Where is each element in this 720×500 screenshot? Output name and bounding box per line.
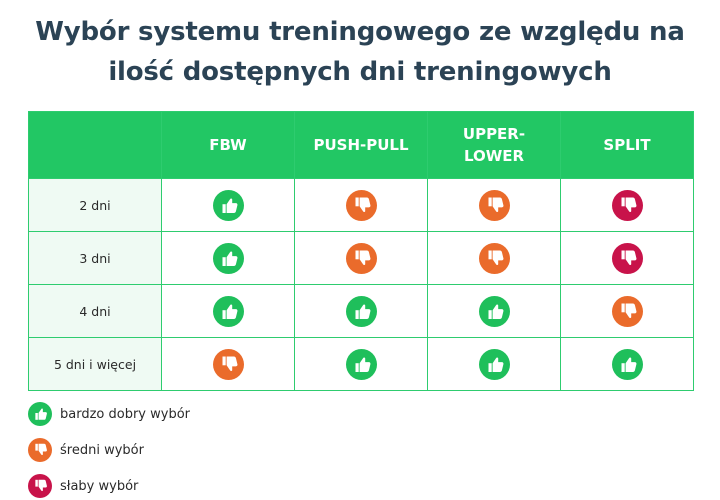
rating-cell-push-pull: [294, 337, 428, 391]
legend-label: średni wybór: [60, 442, 144, 458]
thumbs-up-icon: [611, 348, 643, 380]
column-header-fbw: FBW: [161, 111, 295, 179]
rating-cell-split: [560, 284, 694, 338]
title-line-1: Wybór systemu treningowego ze względu na: [35, 17, 685, 47]
thumbs-down-icon: [611, 189, 643, 221]
training-system-table: FBW PUSH-PULL UPPER- LOWER SPLIT 2 dni 3 …: [28, 111, 694, 391]
row-label: 5 dni i więcej: [28, 337, 162, 391]
thumbs-down-icon: [611, 242, 643, 274]
rating-cell-fbw: [161, 337, 295, 391]
page-title: Wybór systemu treningowego ze względu na…: [0, 12, 720, 92]
rating-cell-upper-lower: [427, 178, 561, 232]
thumbs-up-icon: [212, 242, 244, 274]
rating-cell-upper-lower: [427, 337, 561, 391]
legend: bardzo dobry wybór średni wybór słaby wybó…: [28, 402, 328, 500]
legend-label: bardzo dobry wybór: [60, 406, 190, 422]
thumbs-down-icon: [345, 242, 377, 274]
rating-cell-fbw: [161, 284, 295, 338]
rating-cell-split: [560, 231, 694, 285]
thumbs-down-icon: [345, 189, 377, 221]
header-corner: [28, 111, 162, 179]
legend-label: słaby wybór: [60, 478, 139, 494]
rating-cell-fbw: [161, 231, 295, 285]
row-label: 3 dni: [28, 231, 162, 285]
rating-cell-push-pull: [294, 178, 428, 232]
rating-cell-upper-lower: [427, 284, 561, 338]
row-label: 2 dni: [28, 178, 162, 232]
rating-cell-fbw: [161, 178, 295, 232]
thumbs-up-icon: [212, 295, 244, 327]
thumbs-up-icon: [478, 348, 510, 380]
legend-item: średni wybór: [28, 438, 328, 462]
thumbs-up-icon: [212, 189, 244, 221]
thumbs-down-icon: [212, 348, 244, 380]
thumbs-up-icon: [478, 295, 510, 327]
title-line-2: ilość dostępnych dni treningowych: [108, 57, 612, 87]
rating-cell-push-pull: [294, 231, 428, 285]
thumbs-down-icon: [28, 474, 52, 498]
column-header-upper-lower: UPPER- LOWER: [427, 111, 561, 179]
legend-item: bardzo dobry wybór: [28, 402, 328, 426]
table-row: 4 dni: [28, 284, 694, 338]
table-row: 2 dni: [28, 178, 694, 232]
thumbs-up-icon: [28, 402, 52, 426]
column-header-push-pull: PUSH-PULL: [294, 111, 428, 179]
rating-cell-split: [560, 178, 694, 232]
thumbs-up-icon: [345, 348, 377, 380]
thumbs-down-icon: [611, 295, 643, 327]
thumbs-down-icon: [28, 438, 52, 462]
rating-cell-push-pull: [294, 284, 428, 338]
legend-item: słaby wybór: [28, 474, 328, 498]
column-header-split: SPLIT: [560, 111, 694, 179]
thumbs-down-icon: [478, 189, 510, 221]
rating-cell-split: [560, 337, 694, 391]
table-row: 3 dni: [28, 231, 694, 285]
row-label: 4 dni: [28, 284, 162, 338]
rating-cell-upper-lower: [427, 231, 561, 285]
thumbs-down-icon: [478, 242, 510, 274]
header-row: FBW PUSH-PULL UPPER- LOWER SPLIT: [28, 111, 694, 179]
thumbs-up-icon: [345, 295, 377, 327]
table-row: 5 dni i więcej: [28, 337, 694, 391]
